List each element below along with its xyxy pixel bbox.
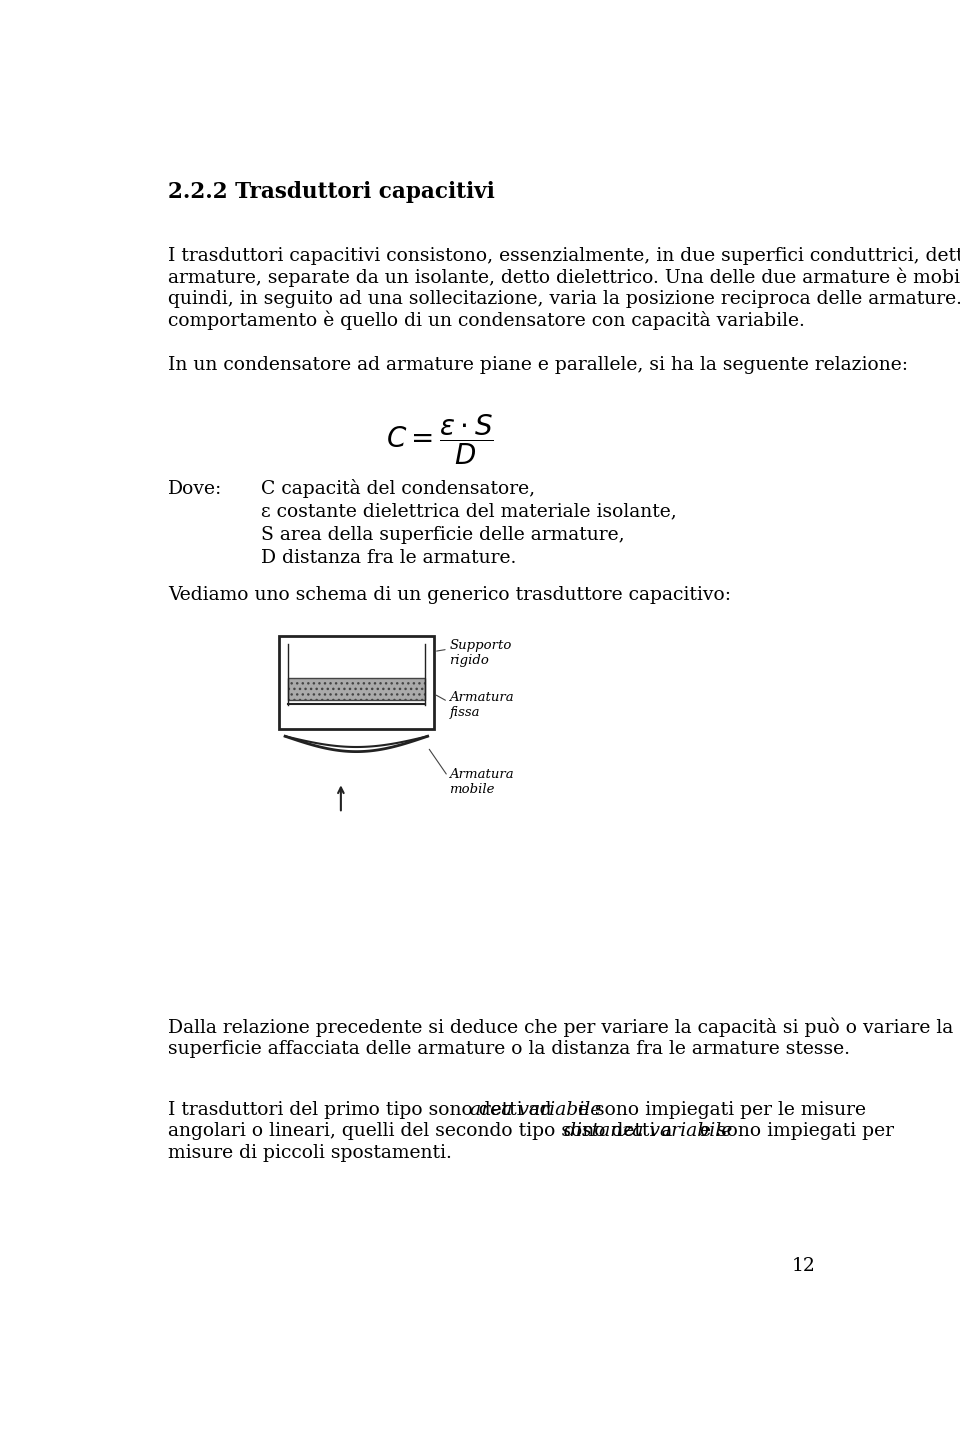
- Text: Supporto
rigido: Supporto rigido: [449, 638, 512, 667]
- Bar: [288, 679, 424, 699]
- Text: $\mathit{C} = \dfrac{\varepsilon \cdot S}{D}$: $\mathit{C} = \dfrac{\varepsilon \cdot S…: [386, 412, 493, 467]
- Text: I trasduttori capacitivi consistono, essenzialmente, in due superfici conduttric: I trasduttori capacitivi consistono, ess…: [168, 247, 960, 266]
- Bar: [278, 636, 434, 728]
- Text: 12: 12: [792, 1257, 816, 1275]
- Text: C capacità del condensatore,: C capacità del condensatore,: [261, 479, 535, 498]
- Text: comportamento è quello di un condensatore con capacità variabile.: comportamento è quello di un condensator…: [168, 311, 804, 329]
- Text: quindi, in seguito ad una sollecitazione, varia la posizione reciproca delle arm: quindi, in seguito ad una sollecitazione…: [168, 290, 960, 308]
- Text: angolari o lineari, quelli del secondo tipo sono detti a: angolari o lineari, quelli del secondo t…: [168, 1123, 679, 1140]
- Text: I trasduttori del primo tipo sono detti ad: I trasduttori del primo tipo sono detti …: [168, 1101, 558, 1119]
- Text: superficie affacciata delle armature o la distanza fra le armature stesse.: superficie affacciata delle armature o l…: [168, 1040, 850, 1058]
- Text: e sono impiegati per le misure: e sono impiegati per le misure: [572, 1101, 866, 1119]
- Text: misure di piccoli spostamenti.: misure di piccoli spostamenti.: [168, 1143, 452, 1162]
- Text: 2.2.2 Trasduttori capacitivi: 2.2.2 Trasduttori capacitivi: [168, 181, 494, 203]
- Text: area variabile: area variabile: [469, 1101, 601, 1119]
- Text: distanza variabile: distanza variabile: [564, 1123, 732, 1140]
- Text: Dalla relazione precedente si deduce che per variare la capacità si può o variar: Dalla relazione precedente si deduce che…: [168, 1017, 953, 1036]
- Text: armature, separate da un isolante, detto dielettrico. Una delle due armature è m: armature, separate da un isolante, detto…: [168, 267, 960, 286]
- Text: Armatura
mobile: Armatura mobile: [449, 769, 514, 797]
- Text: In un condensatore ad armature piane e parallele, si ha la seguente relazione:: In un condensatore ad armature piane e p…: [168, 357, 908, 374]
- Text: D distanza fra le armature.: D distanza fra le armature.: [261, 548, 516, 567]
- Text: Dove:: Dove:: [168, 479, 223, 498]
- Text: ε costante dielettrica del materiale isolante,: ε costante dielettrica del materiale iso…: [261, 502, 677, 521]
- Text: Vediamo uno schema di un generico trasduttore capacitivo:: Vediamo uno schema di un generico trasdu…: [168, 586, 732, 604]
- Text: S area della superficie delle armature,: S area della superficie delle armature,: [261, 525, 625, 544]
- Text: Armatura
fissa: Armatura fissa: [449, 692, 514, 720]
- Text: e sono impiegati per: e sono impiegati per: [694, 1123, 894, 1140]
